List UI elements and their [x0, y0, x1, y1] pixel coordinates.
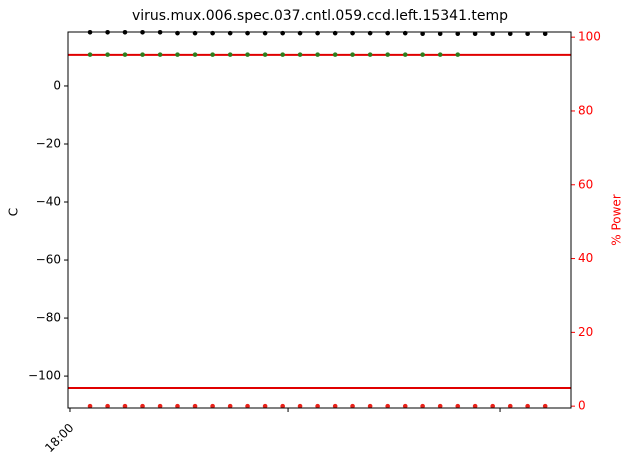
point — [437, 403, 443, 409]
point — [472, 31, 478, 37]
point — [157, 52, 163, 57]
point — [525, 403, 530, 409]
point — [175, 403, 180, 409]
point — [227, 403, 233, 409]
y-tick-label: −100 — [28, 369, 61, 383]
y2-tick-label: 100 — [578, 30, 601, 44]
point — [525, 31, 530, 37]
y-axis-label: C — [7, 208, 21, 216]
point — [280, 52, 285, 57]
point — [245, 52, 250, 57]
point — [367, 403, 373, 409]
point — [507, 403, 513, 409]
point — [402, 403, 408, 409]
point — [472, 403, 478, 409]
point — [437, 31, 443, 37]
point — [122, 52, 128, 57]
point — [367, 52, 373, 57]
point — [192, 403, 198, 409]
point — [280, 403, 285, 409]
y2-axis-label: % Power — [610, 194, 624, 246]
point — [490, 31, 495, 37]
point — [455, 403, 461, 409]
point — [210, 403, 215, 409]
y-tick-label: 0 — [53, 78, 61, 92]
point — [420, 403, 425, 409]
point — [210, 52, 215, 57]
point — [402, 52, 408, 57]
point — [140, 52, 145, 57]
point — [385, 403, 390, 409]
y2-tick-label: 80 — [578, 103, 593, 117]
point — [157, 403, 163, 409]
point — [192, 52, 198, 57]
y2-tick-label: 20 — [578, 325, 593, 339]
point — [350, 403, 355, 409]
point — [175, 52, 180, 57]
point — [455, 31, 461, 37]
point — [332, 52, 338, 57]
point — [227, 52, 233, 57]
point — [350, 52, 355, 57]
point — [140, 403, 145, 409]
point — [542, 403, 548, 409]
point — [315, 403, 320, 409]
y2-tick-label: 40 — [578, 251, 593, 265]
point — [455, 52, 461, 57]
y-tick-label: −60 — [36, 253, 61, 267]
point — [420, 31, 425, 37]
y-tick-label: −40 — [36, 195, 61, 209]
point — [437, 52, 443, 57]
point — [315, 52, 320, 57]
plot-frame — [67, 31, 572, 409]
y2-tick-label: 0 — [578, 399, 586, 413]
point — [87, 403, 93, 409]
point — [122, 403, 128, 409]
point — [297, 403, 303, 409]
y-tick-label: −80 — [36, 311, 61, 325]
point — [385, 52, 390, 57]
chart-title: virus.mux.006.spec.037.cntl.059.ccd.left… — [132, 8, 508, 24]
x-tick-label: 18:00 — [42, 421, 76, 455]
point — [490, 403, 495, 409]
point — [332, 403, 338, 409]
y-tick-label: −20 — [36, 136, 61, 150]
y2-tick-label: 60 — [578, 177, 593, 191]
point — [245, 403, 250, 409]
point — [297, 52, 303, 57]
point — [105, 403, 110, 409]
point — [542, 31, 548, 37]
point — [420, 52, 425, 57]
point — [507, 31, 513, 37]
point — [87, 52, 93, 57]
point — [262, 403, 268, 409]
point — [105, 52, 110, 57]
point — [262, 52, 268, 57]
